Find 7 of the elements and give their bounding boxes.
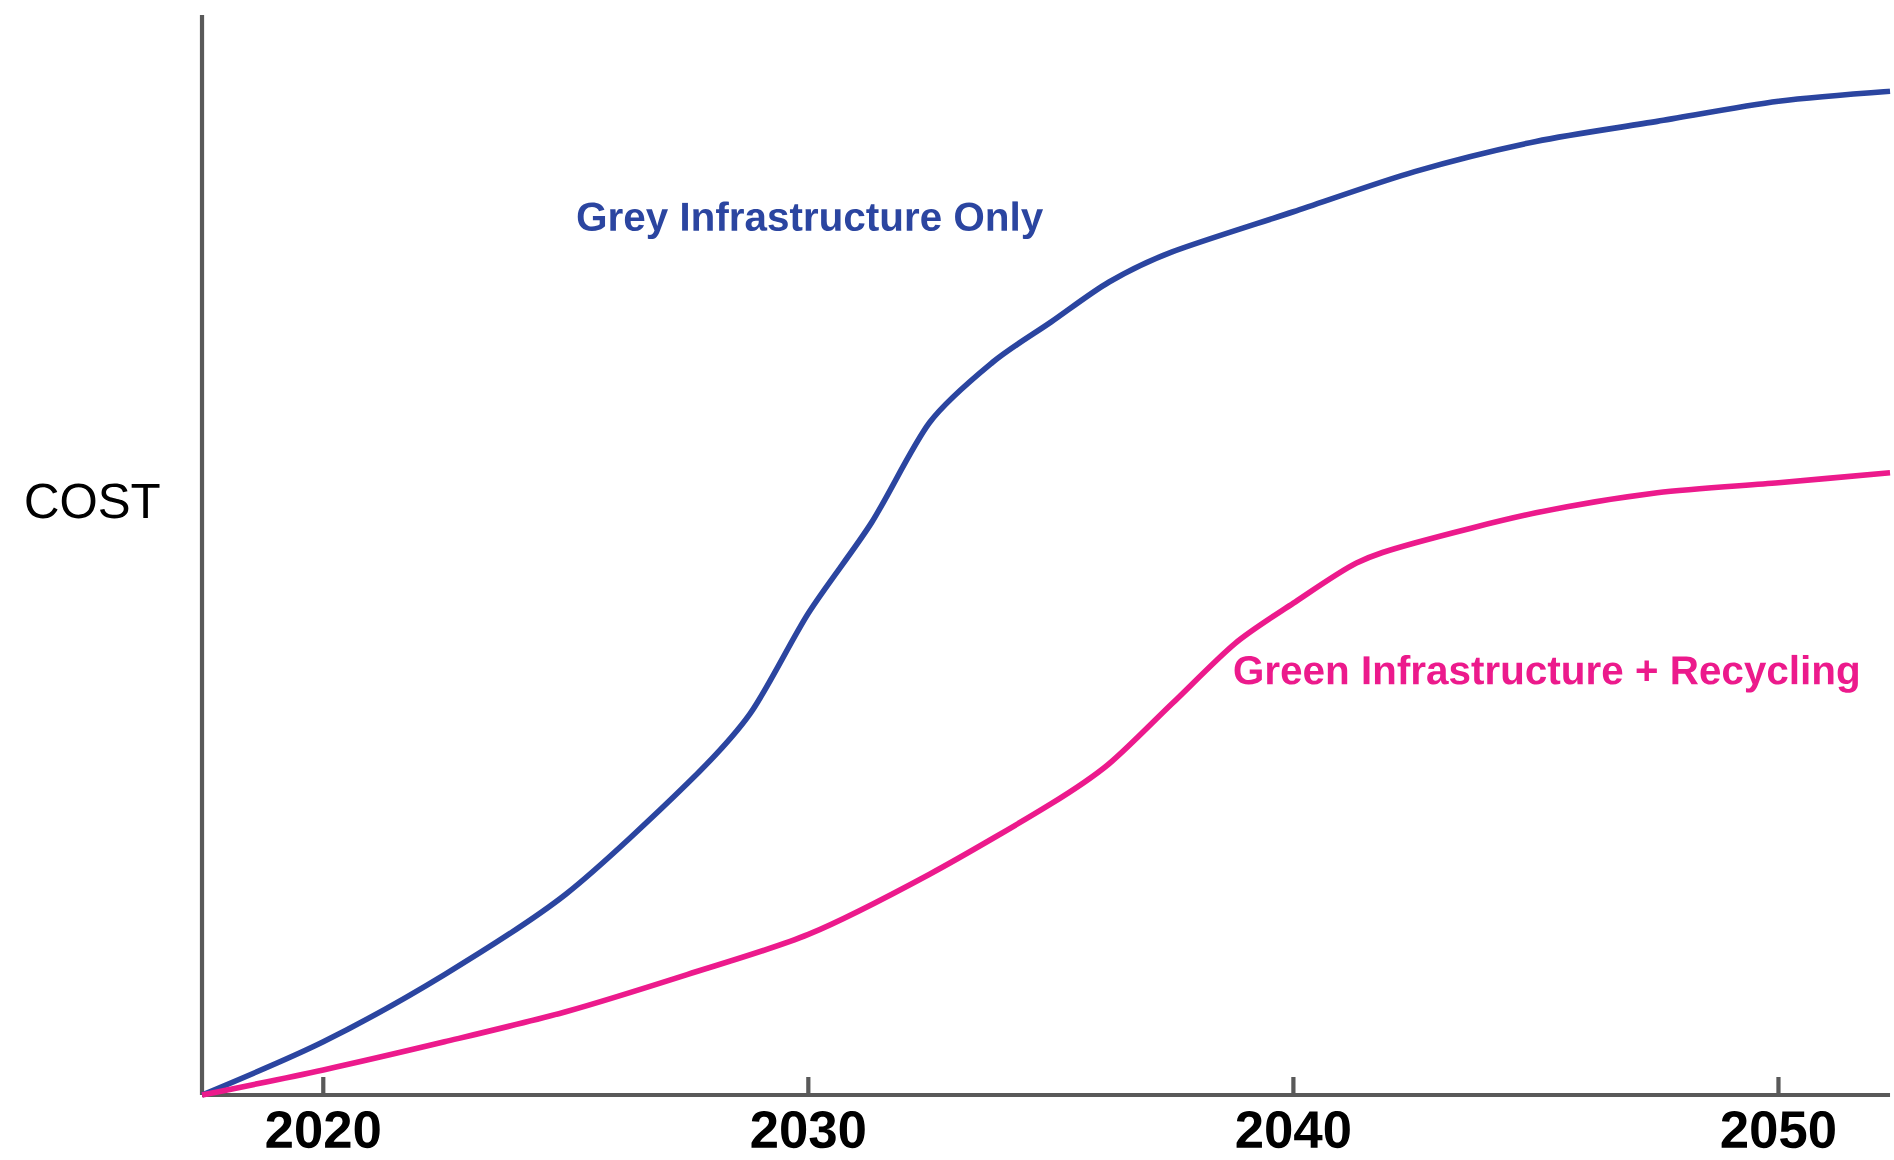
x-tick-label: 2040 [1236, 1110, 1350, 1149]
series-label: Grey Infrastructure Only [577, 201, 1044, 240]
x-tick-label: 2030 [751, 1110, 865, 1149]
y-axis-title: COST [26, 483, 160, 519]
series-label: Green Infrastructure + Recycling [1234, 654, 1858, 693]
x-tick-label: 2020 [266, 1110, 380, 1149]
x-tick-label: 2050 [1721, 1110, 1835, 1149]
